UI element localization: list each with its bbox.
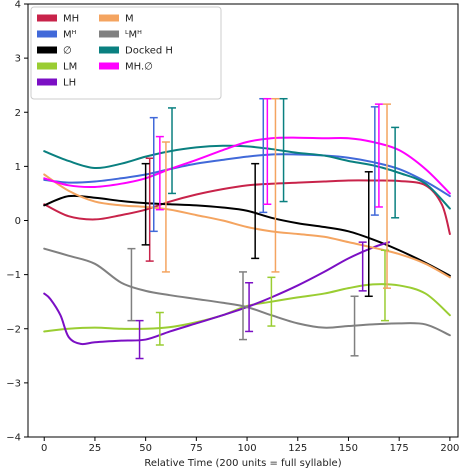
errorbar-7-2 — [391, 126, 400, 219]
series-line-series-2-2 — [43, 194, 451, 277]
errorbar-8-2 — [374, 103, 383, 208]
y-tick-label-2: −2 — [6, 324, 21, 335]
x-tick-label-3: 75 — [190, 443, 203, 454]
legend-swatch-1 — [37, 30, 57, 38]
x-tick-label-1: 25 — [89, 443, 102, 454]
x-tick-label-7: 175 — [390, 443, 409, 454]
errorbar-6-1 — [271, 97, 280, 273]
errorbar-6-2 — [383, 103, 392, 289]
errorbar-1-2 — [370, 106, 379, 216]
legend-item-0: MH — [37, 14, 79, 25]
y-tick-label-7: 3 — [15, 54, 21, 65]
x-tick-label-2: 50 — [139, 443, 152, 454]
legend-item-7: Docked H — [99, 46, 173, 57]
x-axis-label: Relative Time (200 units = full syllable… — [144, 458, 341, 469]
legend-swatch-0 — [37, 14, 57, 22]
axes-layer: 0 25 50 75 100 125 150 175 200 −4 −3 −2 −1 0 1 2 3 4 — [6, 0, 459, 454]
legend-item-8: MH.∅ — [99, 62, 153, 73]
legend-swatch-7 — [99, 46, 119, 54]
legend-swatch-4 — [37, 78, 57, 86]
legend-swatch-6 — [99, 14, 119, 22]
errorbar-4-2 — [358, 241, 367, 292]
legend-label-5: ᴸMᴴ — [125, 30, 142, 41]
legend-label-3: LM — [63, 62, 77, 73]
legend-label-7: Docked H — [125, 46, 173, 57]
y-tick-label-8: 4 — [15, 0, 21, 11]
y-tick-label-5: 1 — [15, 162, 21, 173]
legend-swatch-8 — [99, 62, 119, 70]
series-layer — [43, 136, 451, 346]
x-tick-label-0: 0 — [41, 443, 47, 454]
series-line-lh-4 — [43, 241, 391, 346]
legend-label-1: Mᴴ — [63, 30, 77, 41]
y-tick-label-0: −4 — [6, 433, 21, 444]
errorbar-5-1 — [239, 271, 247, 341]
errorbar-2-2 — [364, 171, 373, 298]
legend-item-4: LH — [37, 78, 76, 89]
legend-item-3: LM — [37, 62, 77, 73]
x-tick-label-5: 125 — [288, 443, 307, 454]
errorbar-1-0 — [149, 116, 158, 233]
errorbar-5-2 — [350, 295, 359, 357]
legend-item-5: ᴸMᴴ — [99, 30, 142, 41]
series-line-mh-0 — [43, 179, 451, 236]
legend-label-2: ∅ — [63, 46, 72, 57]
legend-swatch-3 — [37, 62, 57, 70]
errorbar-2-0 — [141, 162, 150, 246]
legend-item-2: ∅ — [37, 46, 72, 57]
errorbar-layer — [127, 97, 400, 360]
errorbar-8-1 — [263, 97, 272, 206]
errorbar-8-0 — [155, 135, 164, 211]
series-line-mh-8 — [43, 136, 451, 195]
series-line-docked-h-7 — [43, 144, 451, 210]
errorbar-4-1 — [245, 281, 254, 333]
x-tick-label-8: 200 — [440, 443, 459, 454]
legend-label-4: LH — [63, 78, 76, 89]
series-line-m-5 — [43, 247, 451, 337]
legend-item-6: M — [99, 14, 134, 25]
errorbar-3-0 — [155, 311, 164, 346]
legend-label-6: M — [125, 14, 134, 25]
series-line-lm-3 — [43, 283, 451, 333]
errorbar-5-0 — [127, 247, 136, 322]
errorbar-7-0 — [168, 107, 177, 195]
x-tick-label-6: 150 — [339, 443, 358, 454]
legend-label-0: MH — [63, 14, 79, 25]
y-tick-label-6: 2 — [15, 108, 21, 119]
legend-label-8: MH.∅ — [125, 62, 153, 73]
x-tick-label-4: 100 — [238, 443, 257, 454]
legend-swatch-2 — [37, 46, 57, 54]
errorbar-6-0 — [161, 141, 170, 273]
legend-item-1: Mᴴ — [37, 30, 77, 41]
series-line-m-6 — [43, 173, 451, 279]
errorbar-0-0 — [145, 157, 154, 262]
errorbar-3-1 — [267, 276, 276, 327]
y-tick-label-4: 0 — [15, 216, 21, 227]
y-tick-label-1: −3 — [6, 378, 21, 389]
series-line-m-1 — [43, 153, 451, 198]
errorbar-2-1 — [251, 162, 260, 260]
y-tick-label-3: −1 — [6, 270, 21, 281]
errorbar-4-0 — [135, 319, 144, 360]
legend-swatch-5 — [99, 30, 119, 38]
legend-box — [30, 6, 222, 100]
legend: MH M Mᴴ ᴸMᴴ ∅ Docked H LM MH.∅ LH — [30, 6, 222, 100]
errorbar-7-1 — [279, 97, 288, 203]
